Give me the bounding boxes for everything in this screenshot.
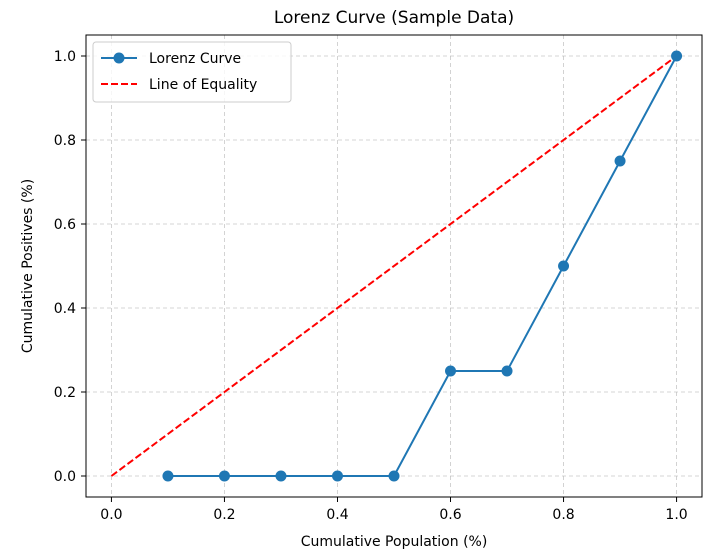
legend-label-lorenz-curve: Lorenz Curve	[149, 51, 241, 67]
y-tick-label: 0.0	[54, 469, 76, 485]
data-point	[445, 365, 457, 377]
data-point	[388, 470, 400, 482]
y-axis-label: Cumulative Positives (%)	[20, 179, 36, 353]
x-tick-label: 1.0	[665, 507, 687, 523]
data-point	[162, 470, 174, 482]
y-tick-label: 0.8	[54, 133, 76, 149]
data-point	[501, 365, 513, 377]
series-line-line-of-equality	[110, 55, 678, 477]
plot-frame	[85, 34, 703, 498]
y-tick-label: 0.2	[54, 385, 76, 401]
x-tick-label: 0.6	[439, 507, 461, 523]
x-tick-label: 0.8	[552, 507, 574, 523]
legend-label-line-of-equality: Line of Equality	[149, 77, 257, 93]
y-tick-label: 0.6	[54, 217, 76, 233]
data-point	[671, 50, 683, 62]
legend-box	[92, 41, 292, 103]
chart-title: Lorenz Curve (Sample Data)	[274, 8, 514, 28]
y-tick-label: 1.0	[54, 49, 76, 65]
data-point	[275, 470, 287, 482]
x-tick-label: 0.2	[213, 507, 235, 523]
series-layer	[110, 50, 683, 482]
y-tick-label: 0.4	[54, 301, 76, 317]
data-point	[218, 470, 230, 482]
legend-marker-lorenz-curve	[113, 52, 125, 64]
data-point	[614, 155, 626, 167]
x-tick-label: 0.4	[326, 507, 348, 523]
data-point	[331, 470, 343, 482]
data-point	[558, 260, 570, 272]
x-tick-label: 0.0	[100, 507, 122, 523]
x-axis-label: Cumulative Population (%)	[301, 534, 488, 550]
legend: Lorenz Curve Line of Equality	[92, 41, 292, 103]
series-line-lorenz-curve	[167, 55, 678, 477]
ticks: 0.0 0.2 0.4 0.6 0.8 1.0 0.0 0.2 0.4 0.6 0.8 1.0	[54, 49, 688, 523]
